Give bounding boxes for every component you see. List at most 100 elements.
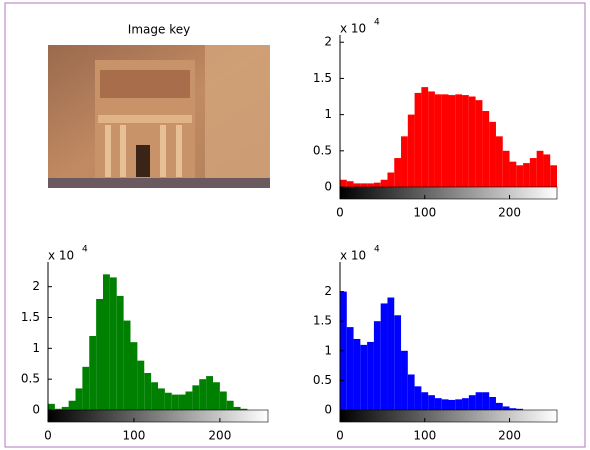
histogram-bar: [401, 351, 408, 410]
x-tick-label: 0: [336, 429, 344, 443]
histogram-bar: [367, 183, 374, 187]
x-tick-label: 200: [498, 206, 521, 220]
histogram-bar: [435, 398, 442, 410]
image-title: Image key: [128, 23, 190, 37]
histogram-bar: [186, 392, 193, 411]
histogram-bar: [482, 392, 489, 410]
histogram-bar: [158, 388, 165, 410]
histogram-bar: [462, 398, 469, 410]
intensity-bar: [340, 187, 557, 199]
histogram-bar: [199, 379, 206, 410]
figure: Image key 00.511.520100200x 10400.511.52…: [0, 0, 590, 450]
histogram-bar: [131, 342, 138, 410]
y-scale-exponent: 4: [82, 245, 88, 255]
x-tick-label: 200: [208, 429, 231, 443]
histogram-bar: [227, 401, 234, 410]
histogram-bar: [347, 327, 354, 410]
histogram-bar: [489, 122, 496, 187]
x-tick-label: 0: [336, 206, 344, 220]
histogram-bar: [124, 321, 131, 410]
histogram-bar: [530, 158, 537, 187]
histogram-bar: [510, 162, 517, 187]
histogram-bar: [537, 151, 544, 187]
histogram-bar: [387, 298, 394, 410]
histogram-bar: [496, 403, 503, 410]
histogram-bar: [82, 367, 89, 410]
histogram-bar: [354, 183, 361, 187]
histogram-bar: [76, 388, 83, 410]
y-tick-label: 1: [324, 343, 332, 357]
histogram-bar: [503, 406, 510, 410]
x-tick-label: 100: [413, 429, 436, 443]
histogram-bar: [213, 382, 220, 410]
y-scale-label: x 10: [48, 249, 74, 263]
histogram-bar: [550, 165, 557, 187]
histogram-bar: [394, 158, 401, 187]
histogram-bar: [172, 395, 179, 410]
histogram-bar: [360, 183, 367, 187]
histogram-bar: [103, 274, 110, 410]
histogram-bar: [496, 136, 503, 187]
histogram-bar: [462, 95, 469, 187]
histogram-bar: [137, 361, 144, 410]
x-tick-label: 100: [413, 206, 436, 220]
x-tick-label: 100: [122, 429, 145, 443]
intensity-bar: [48, 410, 268, 422]
histogram-bar: [455, 399, 462, 410]
histogram-bar: [428, 91, 435, 187]
y-tick-label: 0.5: [313, 373, 332, 387]
histogram-bar: [489, 397, 496, 410]
histogram-bar: [523, 163, 530, 187]
histogram-bar: [48, 404, 55, 410]
y-tick-label: 0: [324, 180, 332, 194]
y-tick-label: 0.5: [313, 143, 332, 157]
histogram-bar: [220, 392, 227, 411]
histogram-bar: [367, 342, 374, 410]
histogram-bar: [69, 401, 76, 410]
histogram-bar: [179, 395, 186, 410]
histogram-bar: [482, 111, 489, 187]
histogram-bar: [340, 180, 347, 187]
y-tick-label: 1.5: [313, 71, 332, 85]
histogram-bar: [503, 151, 510, 187]
y-tick-label: 1: [32, 341, 40, 355]
histogram-bar: [455, 94, 462, 187]
histogram-bar: [360, 345, 367, 410]
histogram-bar: [347, 181, 354, 187]
histogram-bar: [415, 93, 422, 187]
histogram-bar: [144, 373, 151, 410]
histogram-bar: [415, 386, 422, 410]
y-tick-label: 2: [324, 284, 332, 298]
histogram-bar: [408, 374, 415, 410]
image-key: [48, 45, 270, 188]
histogram-bar: [89, 336, 96, 410]
histogram-bar: [476, 392, 483, 410]
histogram-bar: [421, 87, 428, 187]
x-tick-label: 0: [44, 429, 52, 443]
histogram-bar: [543, 154, 550, 187]
histogram-bar: [428, 395, 435, 410]
y-scale-label: x 10: [340, 22, 366, 36]
histogram-bar: [62, 407, 69, 410]
histogram-bar: [234, 407, 241, 410]
histogram-bar: [387, 173, 394, 187]
histogram-bar: [476, 100, 483, 187]
histogram-bar: [401, 136, 408, 187]
histogram-bar: [110, 277, 117, 410]
y-tick-label: 1: [324, 107, 332, 121]
histogram-bar: [442, 399, 449, 410]
histogram-bar: [516, 165, 523, 187]
histogram-bar: [206, 376, 213, 410]
intensity-bar: [340, 410, 557, 422]
histogram-bar: [151, 382, 158, 410]
histogram-bar: [408, 115, 415, 187]
histogram-bar: [165, 393, 172, 410]
y-scale-exponent: 4: [374, 18, 380, 28]
y-tick-label: 0.5: [21, 372, 40, 386]
y-scale-label: x 10: [340, 249, 366, 263]
histogram-bar: [374, 183, 381, 187]
histogram-bar: [469, 395, 476, 410]
page: Image key 00.511.520100200x 10400.511.52…: [0, 0, 590, 450]
y-scale-exponent: 4: [374, 245, 380, 255]
histogram-bar: [381, 180, 388, 187]
